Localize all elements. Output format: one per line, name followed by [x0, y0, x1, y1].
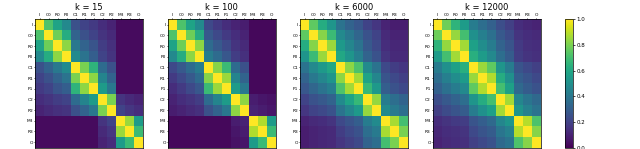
Title: k = 15: k = 15 [76, 3, 103, 12]
Title: k = 100: k = 100 [205, 3, 238, 12]
Title: k = 6000: k = 6000 [335, 3, 373, 12]
Title: k = 12000: k = 12000 [465, 3, 508, 12]
